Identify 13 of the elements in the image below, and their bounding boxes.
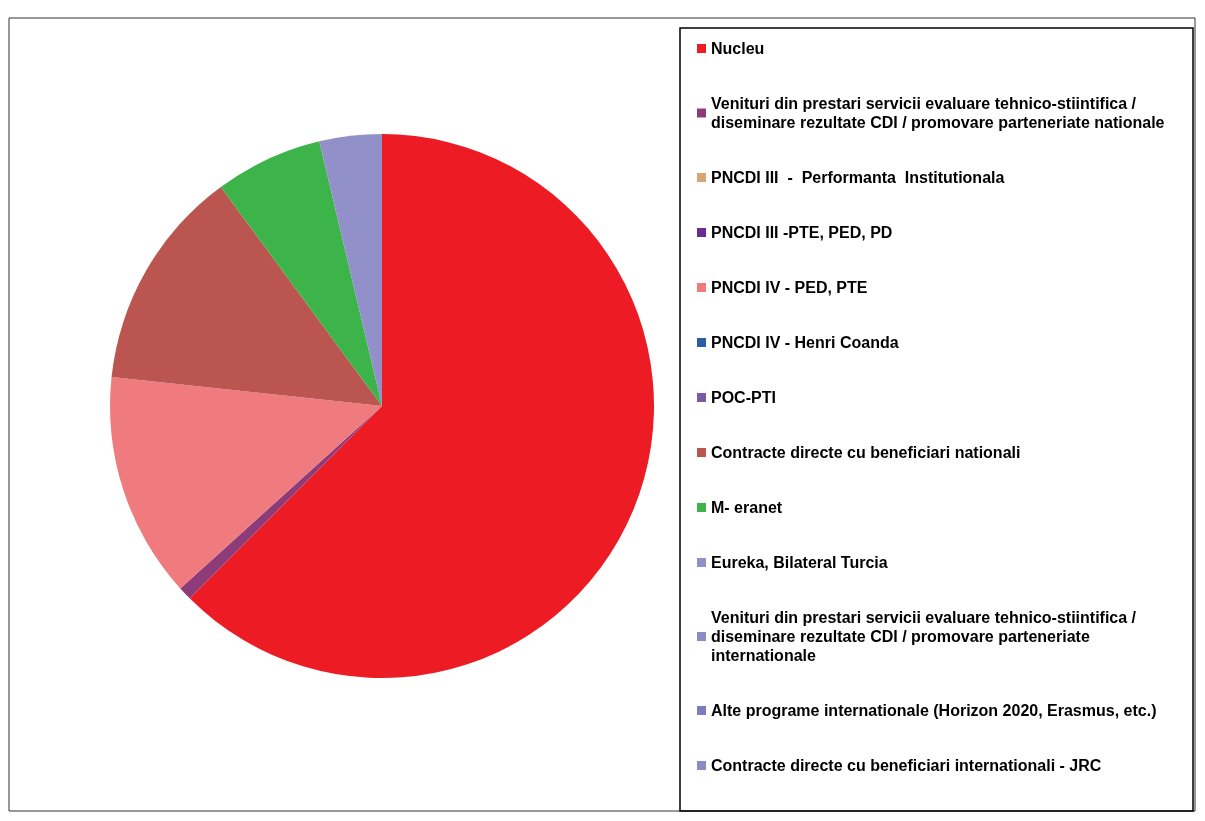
legend-label: Venituri din prestari servicii evaluare tehnico-stiintifica / diseminare rezultate CDI / promovare parteneriate nationale bbox=[711, 95, 1165, 131]
legend-label: PNCDI IV - PED, PTE bbox=[711, 279, 868, 296]
legend-label: PNCDI III - Performanta Institutionala bbox=[711, 169, 1005, 186]
legend-label: Nucleu bbox=[711, 40, 765, 57]
legend-label: Alte programe internationale (Horizon 2020, Erasmus, etc.) bbox=[711, 702, 1157, 719]
legend-label: Contracte directe cu beneficiari internationali - JRC bbox=[711, 757, 1102, 774]
legend-label: M- eranet bbox=[711, 499, 783, 516]
legend-label: PNCDI IV - Henri Coanda bbox=[711, 334, 899, 351]
legend-label: POC-PTI bbox=[711, 389, 776, 406]
legend-label: PNCDI III -PTE, PED, PD bbox=[711, 224, 893, 241]
legend-label: Venituri din prestari servicii evaluare tehnico-stiintifica / diseminare rezultate CDI / promovare parteneriate internationale bbox=[711, 609, 1141, 664]
legend-label: Contracte directe cu beneficiari nationali bbox=[711, 444, 1021, 461]
legend-label: Eureka, Bilateral Turcia bbox=[711, 554, 888, 571]
